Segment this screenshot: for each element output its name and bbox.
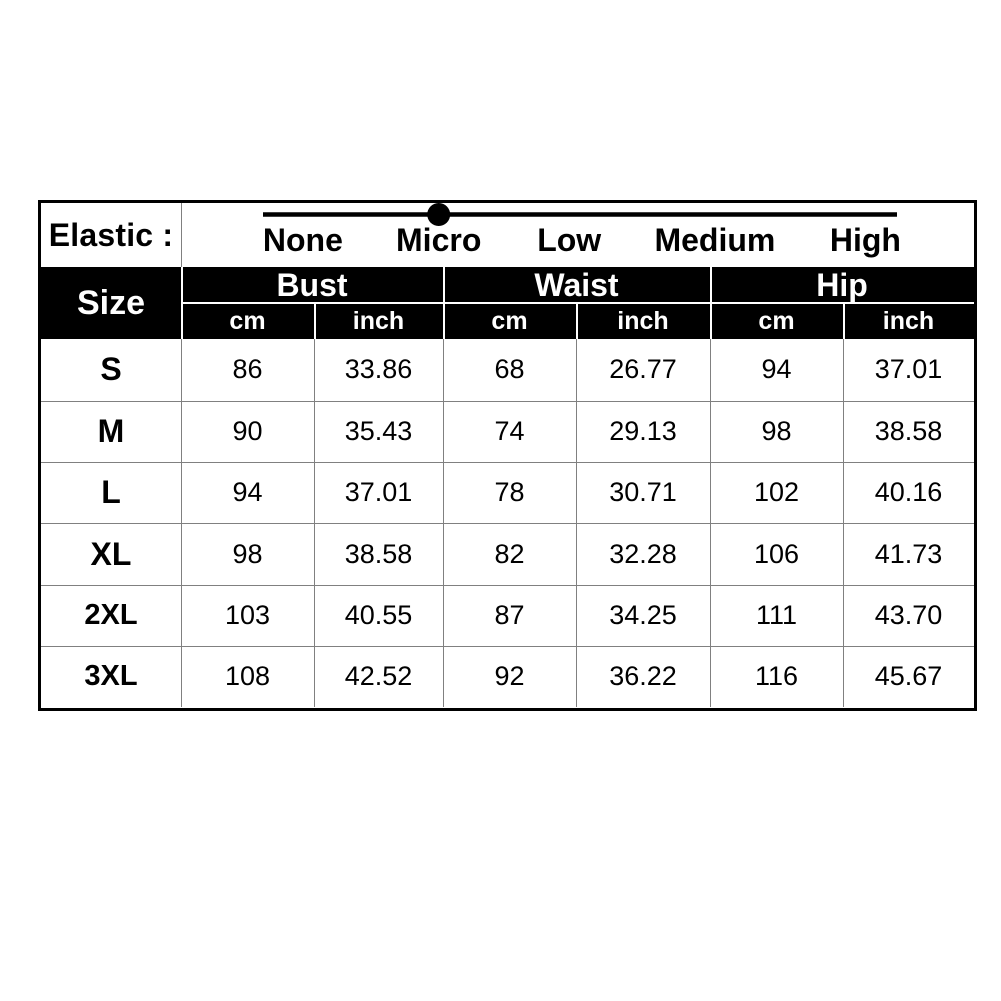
- svg-text:None: None: [263, 222, 343, 258]
- svg-text:Low: Low: [537, 222, 601, 258]
- svg-text:Medium: Medium: [654, 222, 775, 258]
- svg-text:Micro: Micro: [396, 222, 481, 258]
- svg-text:High: High: [830, 222, 901, 258]
